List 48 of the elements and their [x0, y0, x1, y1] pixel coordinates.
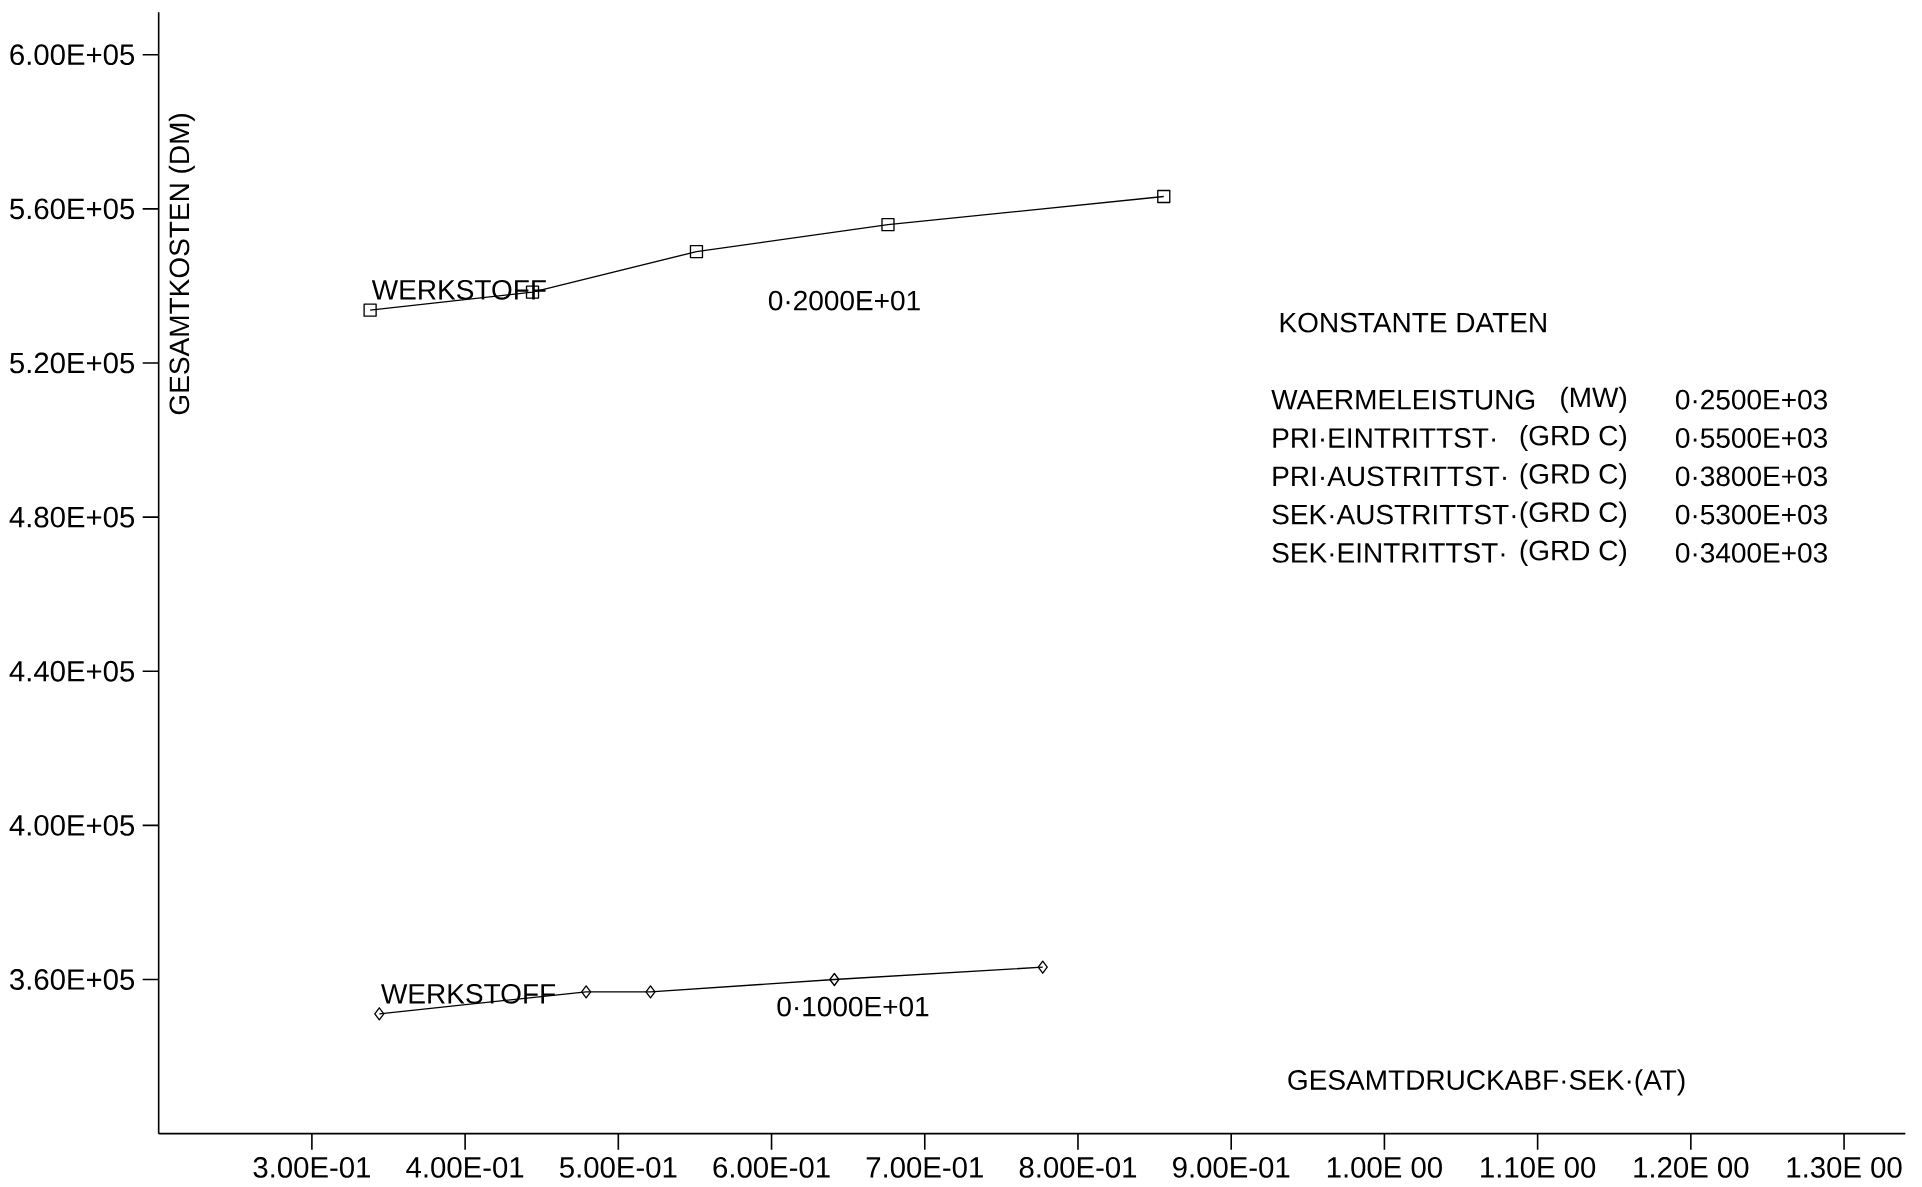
- annotation: (MW): [1561, 386, 1627, 413]
- annotation: (GRD C): [1520, 539, 1626, 566]
- x-tick-label: 7.00E-01: [866, 1157, 983, 1178]
- annotation: (GRD C): [1520, 463, 1626, 490]
- annotation: PRI·EINTRITTST·: [1273, 428, 1495, 448]
- y-tick-label: 6.00E+05: [10, 44, 135, 66]
- point: [363, 303, 377, 317]
- annotation: 0·2500E+03: [1675, 389, 1827, 410]
- annotation: SEK·EINTRITTST·: [1272, 542, 1505, 563]
- x-tick-label: 5.00E-01: [559, 1157, 677, 1178]
- annotation: WAERMELEISTUNG: [1271, 389, 1535, 410]
- x-tick-label: 6.00E-01: [713, 1157, 830, 1178]
- annotation: PRI·AUSTRITTST·: [1273, 466, 1506, 487]
- x-tick-label: 9.00E-01: [1173, 1157, 1290, 1178]
- annotation: (GRD C): [1520, 424, 1626, 452]
- x-tick-label: 4.00E-01: [406, 1157, 524, 1178]
- annotation: 0·3400E+03: [1675, 542, 1827, 563]
- series-label: 0·1000E+01: [777, 996, 929, 1017]
- x-tick-label: 8.00E-01: [1019, 1157, 1137, 1178]
- y-axis-title: GESAMTKOSTEN (DM): [168, 113, 195, 415]
- x-tick-label: 3.00E-01: [253, 1157, 370, 1178]
- x-tick-label: 1.30E 00: [1787, 1157, 1902, 1178]
- y-tick-label: 3.60E+05: [9, 969, 135, 990]
- annotation: (GRD C): [1520, 501, 1626, 528]
- annotation: WERKSTOFF: [381, 983, 556, 1004]
- point: [689, 244, 704, 259]
- annotation: 0·5300E+03: [1675, 504, 1827, 525]
- y-tick-label: 4.40E+05: [9, 660, 135, 682]
- point: [374, 1007, 385, 1021]
- annotation: 0·3800E+03: [1675, 466, 1827, 487]
- y-tick-label: 5.60E+05: [10, 198, 135, 220]
- point: [881, 217, 895, 232]
- x-axis-title: GESAMTDRUCKABF·SEK·(AT): [1288, 1069, 1685, 1096]
- y-tick-label: 4.80E+05: [9, 506, 135, 528]
- x-tick-label: 1.20E 00: [1634, 1157, 1749, 1178]
- x-tick-label: 1.00E 00: [1327, 1157, 1442, 1178]
- annotation: SEK·AUSTRITTST·: [1272, 504, 1516, 525]
- series-label: 0·2000E+01: [768, 290, 920, 311]
- annotation: 0·5500E+03: [1675, 428, 1827, 448]
- annotation: KONSTANTE DATEN: [1280, 312, 1546, 333]
- point: [580, 985, 592, 999]
- y-tick-label: 5.20E+05: [10, 352, 135, 374]
- point: [829, 972, 840, 987]
- point: [1037, 960, 1048, 974]
- x-tick-label: 1.10E 00: [1481, 1157, 1596, 1178]
- point: [645, 985, 656, 999]
- y-tick-label: 4.00E+05: [9, 814, 135, 836]
- point: [1157, 189, 1171, 204]
